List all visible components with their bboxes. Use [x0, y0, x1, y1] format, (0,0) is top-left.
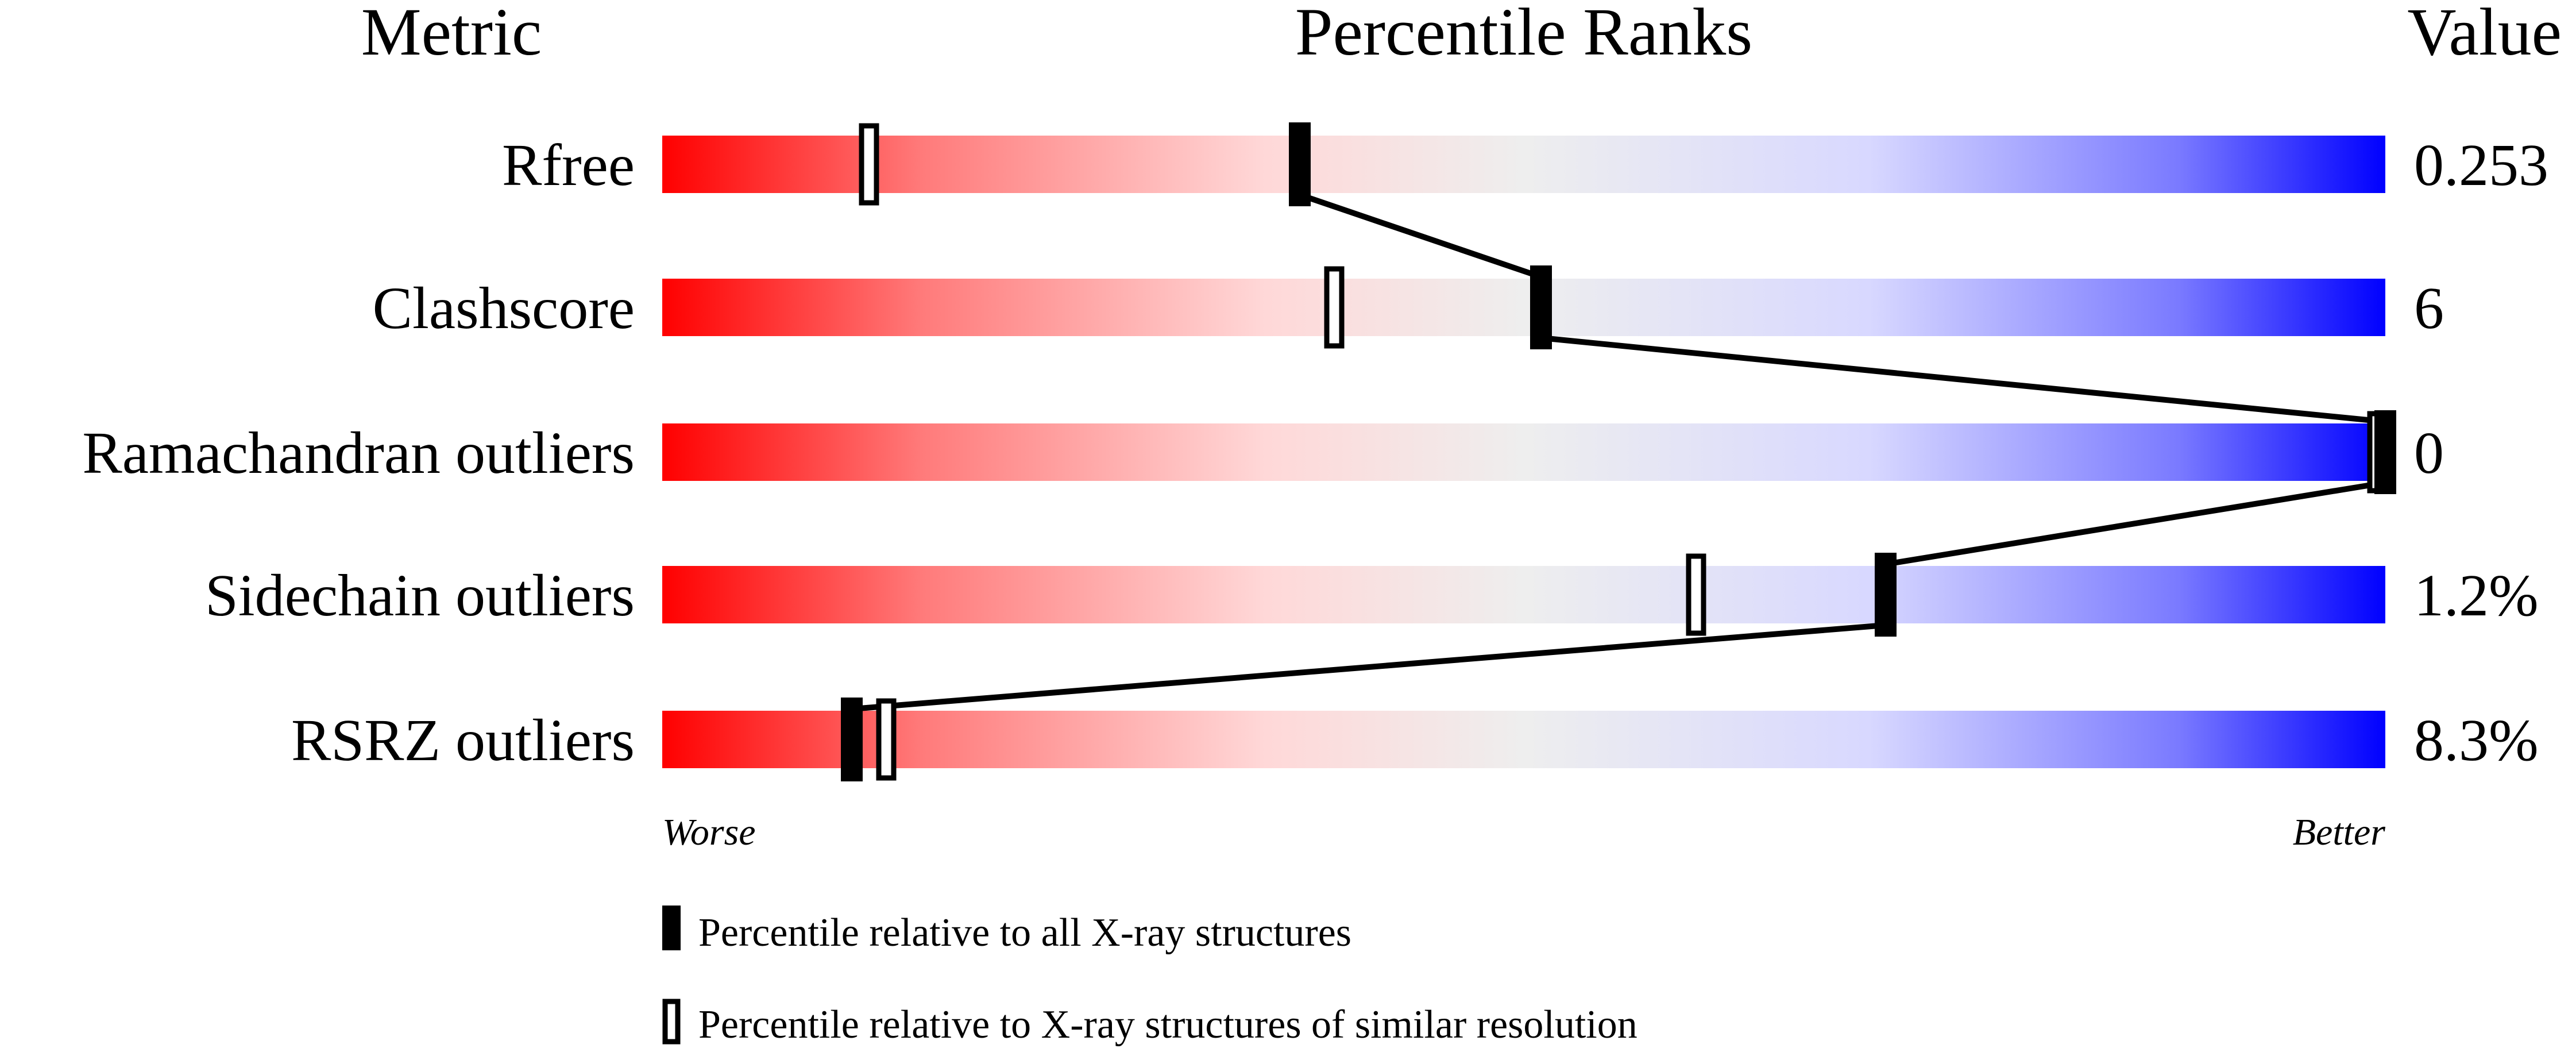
percentile-bar: [662, 279, 2385, 336]
legend-all-label: Percentile relative to all X-ray structu…: [698, 911, 1351, 955]
metric-row: RSRZ outliers 8.3%: [291, 707, 2539, 773]
marker-all-xray: [1875, 553, 1897, 637]
marker-all-xray: [841, 698, 863, 781]
legend-similar-label: Percentile relative to X-ray structures …: [698, 1003, 1637, 1047]
metric-label: Sidechain outliers: [205, 562, 635, 629]
connector-line: [851, 622, 1886, 712]
metric-row: Clashscore 6: [373, 275, 2444, 341]
metric-row: Rfree 0.253: [502, 132, 2548, 198]
legend-all-marker: [662, 906, 681, 950]
metric-row: Sidechain outliers 1.2%: [205, 562, 2539, 629]
percentile-bar: [662, 136, 2385, 193]
header-value: Value: [2407, 0, 2562, 70]
metric-label: Clashscore: [373, 275, 635, 341]
marker-all-xray: [1289, 122, 1311, 206]
percentile-bar: [662, 711, 2385, 768]
metric-value: 1.2%: [2414, 562, 2539, 629]
marker-similar-resolution: [859, 123, 879, 206]
metric-label: RSRZ outliers: [291, 707, 635, 773]
metric-row: Ramachandran outliers 0: [82, 420, 2444, 486]
legend-similar-marker: [662, 999, 681, 1045]
metric-value: 0: [2414, 420, 2444, 486]
axis-label-better: Better: [2293, 811, 2386, 853]
header-metric: Metric: [361, 0, 542, 70]
metric-value: 8.3%: [2414, 707, 2539, 773]
connector-line: [1885, 480, 2386, 567]
axis-label-worse: Worse: [662, 811, 756, 853]
percentile-bar: [662, 566, 2385, 623]
marker-all-xray: [2374, 410, 2396, 494]
marker-similar-resolution: [1324, 266, 1345, 349]
metric-value: 0.253: [2414, 132, 2548, 198]
metric-label: Rfree: [502, 132, 635, 198]
metric-label: Ramachandran outliers: [82, 420, 635, 486]
connector-line: [1540, 335, 2386, 425]
metric-value: 6: [2414, 275, 2444, 341]
marker-similar-resolution: [876, 698, 897, 781]
marker-similar-resolution: [1686, 553, 1706, 636]
connector-line: [1299, 192, 1542, 280]
header-percentile-ranks: Percentile Ranks: [1295, 0, 1752, 70]
percentile-bar: [662, 423, 2385, 481]
marker-all-xray: [1530, 265, 1552, 349]
